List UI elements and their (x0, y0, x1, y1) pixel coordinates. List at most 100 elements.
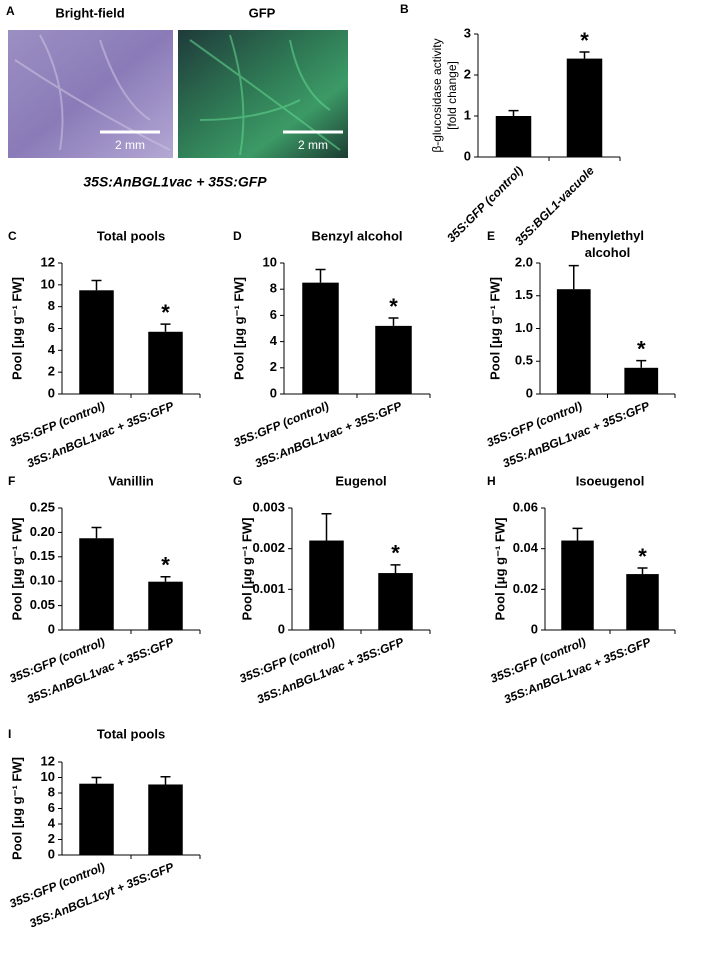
y-axis-label: Pool [μg g⁻¹ FW] (239, 518, 254, 621)
error-bar (388, 317, 399, 326)
significance-marker: * (161, 300, 170, 325)
y-tick-label: 0 (464, 148, 471, 163)
error-bar (508, 109, 519, 116)
chart-title: Total pools (97, 726, 165, 741)
bar (148, 784, 183, 855)
chart-title: Vanillin (108, 473, 154, 488)
y-tick-label: 0 (531, 621, 538, 636)
error-bar (160, 576, 171, 582)
y-tick-label: 2 (270, 359, 277, 374)
bar (79, 783, 114, 855)
y-tick-label: 0.02 (513, 581, 538, 596)
y-axis-label: [fold change] (445, 61, 459, 130)
panel-letter: E (487, 229, 495, 243)
y-axis-label: Pool [μg g⁻¹ FW] (9, 518, 24, 621)
bar (148, 331, 183, 394)
y-tick-label: 0.25 (30, 499, 55, 514)
chart-title: Phenylethyl alcohol (571, 228, 644, 260)
y-tick-label: 10 (41, 769, 55, 784)
panel-letter: H (487, 474, 496, 488)
bar (624, 367, 659, 394)
error-bar (91, 279, 102, 291)
bar (79, 290, 114, 394)
bar (148, 581, 183, 630)
bar (626, 574, 659, 630)
y-tick-label: 0.04 (513, 540, 539, 555)
y-tick-label: 8 (48, 784, 55, 799)
y-tick-label: 6 (48, 320, 55, 335)
panel-letter: C (8, 229, 17, 243)
panel-letter: I (8, 727, 11, 741)
y-tick-label: 0.20 (30, 524, 55, 539)
y-tick-label: 12 (41, 254, 55, 269)
significance-marker: * (580, 28, 589, 53)
significance-marker: * (637, 336, 646, 361)
error-bar (160, 323, 171, 332)
bar (375, 325, 412, 394)
panel-letter: D (233, 229, 242, 243)
y-axis-label: Pool [μg g⁻¹ FW] (231, 277, 246, 380)
image-title: GFP (249, 5, 276, 20)
significance-marker: * (161, 553, 170, 578)
error-bar (91, 526, 102, 539)
significance-marker: * (389, 294, 398, 319)
error-bar (568, 264, 579, 290)
y-tick-label: 4 (48, 342, 56, 357)
y-tick-label: 8 (48, 298, 55, 313)
bar (309, 540, 344, 630)
y-tick-label: 0.05 (30, 597, 55, 612)
y-tick-label: 6 (48, 800, 55, 815)
y-tick-label: 0 (48, 846, 55, 861)
bar (302, 282, 339, 394)
panel-letter: G (233, 474, 242, 488)
y-tick-label: 10 (41, 276, 55, 291)
y-tick-label: 2 (48, 364, 55, 379)
error-bar (160, 775, 171, 785)
y-tick-label: 1.0 (515, 320, 533, 335)
bar (566, 58, 603, 157)
y-tick-label: 0.10 (30, 573, 55, 588)
y-tick-label: 2 (464, 66, 471, 81)
bar (79, 538, 114, 630)
y-tick-label: 2 (48, 831, 55, 846)
bar (378, 573, 413, 630)
error-bar (579, 51, 590, 59)
y-tick-label: 0.06 (513, 499, 538, 514)
y-tick-label: 1.5 (515, 287, 533, 302)
error-bar (637, 567, 648, 575)
error-bar (636, 359, 647, 368)
error-bar (572, 527, 583, 541)
panel-letter: A (6, 4, 15, 18)
chart-title: Total pools (97, 228, 165, 243)
y-tick-label: 0.5 (515, 353, 533, 368)
leaf-veins (14, 34, 171, 151)
panel-letter: B (400, 2, 409, 16)
y-axis-label: β-glucosidase activity (430, 38, 444, 152)
significance-marker: * (638, 544, 647, 569)
scale-bar-label: 2 mm (115, 138, 145, 152)
y-tick-label: 4 (270, 333, 278, 348)
y-tick-label: 0 (48, 621, 55, 636)
y-tick-label: 3 (464, 25, 471, 40)
y-axis-label: Pool [μg g⁻¹ FW] (9, 757, 24, 860)
x-tick-label: 35S:GFP (control) (444, 163, 526, 245)
y-tick-label: 0 (270, 385, 277, 400)
leaf-veins (189, 34, 341, 156)
bar (561, 540, 594, 630)
y-tick-label: 6 (270, 307, 277, 322)
y-tick-label: 2.0 (515, 254, 533, 269)
error-bar (390, 564, 401, 574)
y-axis-label: Pool [μg g⁻¹ FW] (487, 277, 502, 380)
y-tick-label: 0.001 (252, 581, 285, 596)
bar (556, 289, 591, 394)
error-bar (91, 776, 102, 784)
error-bar (315, 268, 326, 283)
significance-marker: * (391, 541, 400, 566)
caption: 35S:AnBGL1vac + 35S:GFP (83, 174, 267, 190)
y-tick-label: 10 (263, 254, 277, 269)
scale-bar-label: 2 mm (298, 138, 328, 152)
y-axis-label: Pool [μg g⁻¹ FW] (492, 518, 507, 621)
bar (495, 116, 532, 157)
y-tick-label: 1 (464, 107, 471, 122)
